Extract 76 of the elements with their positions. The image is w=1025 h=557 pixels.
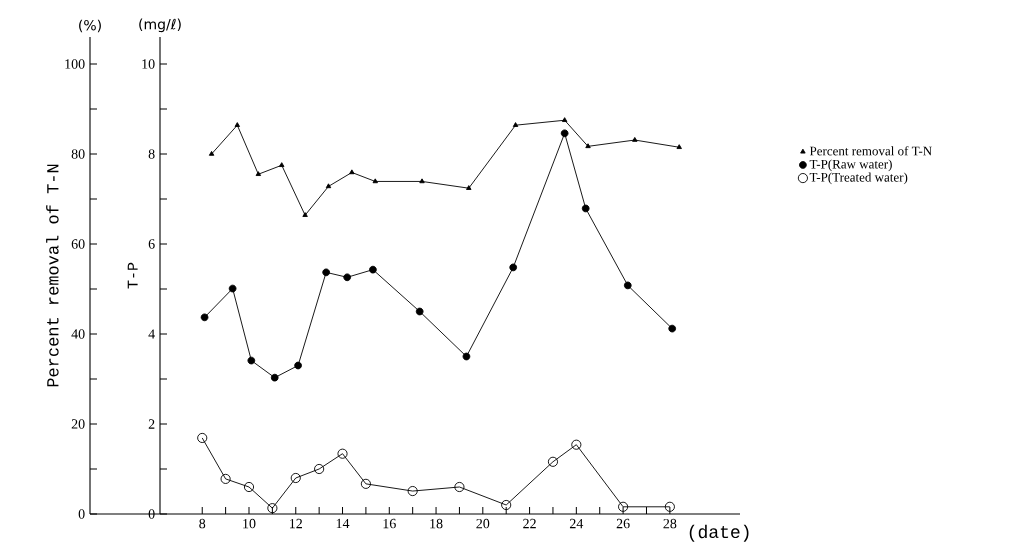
point (664, 501, 675, 512)
point (337, 448, 348, 459)
point (349, 169, 355, 175)
y-tick-label: 60 (71, 239, 85, 249)
point (369, 265, 377, 274)
point (243, 481, 255, 493)
point (234, 122, 241, 127)
point (294, 361, 302, 370)
point (454, 481, 465, 493)
point (571, 439, 582, 450)
point (279, 162, 285, 167)
x-tick-label: 22 (523, 518, 536, 529)
x-tick-label: 20 (476, 518, 490, 529)
legend-label: Percent removal of T-N (809, 146, 932, 156)
text: (mg/ℓ) (139, 18, 181, 33)
y2-tick-label: 8 (148, 149, 155, 159)
point (462, 352, 471, 361)
x-tick-label: 14 (336, 518, 350, 529)
point (290, 472, 301, 484)
point (228, 284, 237, 293)
point (314, 463, 325, 475)
x-tick-label: 26 (616, 518, 630, 529)
y2-tick-label: 10 (142, 59, 155, 69)
point (220, 473, 231, 484)
point (618, 501, 629, 512)
x-axis-title: (date) (689, 524, 749, 542)
point (197, 432, 208, 443)
point (302, 212, 308, 217)
point (407, 486, 418, 497)
y2-tick-label: 4 (148, 329, 155, 339)
x-tick-label: 24 (569, 518, 584, 529)
y2-tick-label: 0 (148, 509, 155, 519)
point (360, 478, 371, 489)
x-tick-label: 8 (199, 518, 206, 529)
y-tick-label: 20 (71, 419, 85, 429)
y-axis-title: Percent removal of T-N (46, 164, 59, 387)
y2-axis-title: T-P (127, 262, 138, 289)
y-tick-label: 0 (78, 509, 85, 519)
point (322, 268, 330, 277)
legend-label: T-P(Raw water) (809, 159, 892, 172)
y-tick-label: 80 (71, 149, 85, 159)
point (623, 281, 632, 290)
point (512, 122, 519, 127)
point (247, 356, 256, 365)
legend-label: T-P(Treated water) (809, 172, 908, 185)
y-tick-label: 40 (71, 329, 85, 339)
y2-tick-label: 2 (148, 419, 155, 429)
point (585, 143, 591, 149)
x-tick-label: 10 (243, 518, 256, 529)
x-tick-label: 12 (289, 518, 302, 529)
point (208, 150, 215, 156)
point (372, 178, 378, 184)
point (561, 117, 568, 122)
point (419, 178, 425, 184)
point (581, 204, 590, 213)
text: (%) (79, 19, 101, 33)
point (509, 263, 518, 272)
point (325, 183, 332, 189)
point (547, 456, 559, 467)
point (560, 129, 569, 138)
point (676, 144, 682, 149)
x-tick-label: 16 (383, 518, 396, 529)
point (200, 313, 209, 322)
point (668, 324, 677, 333)
point (415, 307, 424, 316)
y2-tick-label: 6 (148, 239, 155, 249)
point (270, 373, 279, 382)
x-tick-label: 18 (430, 518, 443, 529)
point (255, 171, 262, 176)
x-tick-label: 28 (663, 518, 677, 529)
point (632, 137, 638, 142)
point (267, 503, 278, 514)
y-tick-label: 100 (65, 59, 85, 69)
point (343, 273, 352, 282)
point (466, 185, 472, 190)
point (501, 499, 512, 511)
